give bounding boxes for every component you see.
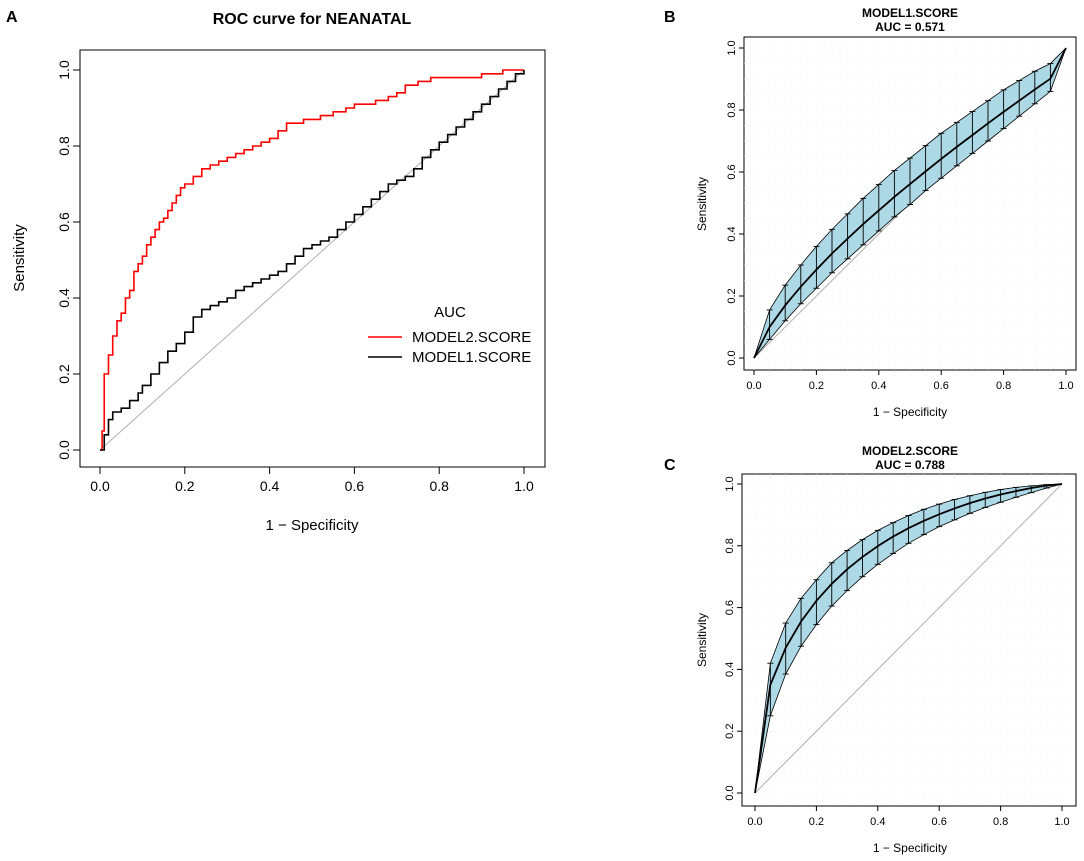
panel-label-b: B bbox=[664, 9, 676, 26]
panel-b-xtick-label: 1.0 bbox=[1058, 380, 1073, 392]
panel-b-ytick-label: 0.2 bbox=[726, 288, 738, 303]
panel-a-xlabel: 1 − Specificity bbox=[266, 517, 359, 534]
panel-a-diagonal bbox=[99, 69, 525, 451]
panel-a-roc-chart: 0.0 0.2 0.4 0.6 0.8 1.0 0.0 0.2 0.4 0.6 0.8 1.0 RO… bbox=[11, 11, 546, 534]
panel-b-roc-curve bbox=[753, 47, 1067, 359]
legend-title: AUC bbox=[434, 304, 466, 321]
panel-a-xtick-label: 1.0 bbox=[514, 478, 534, 494]
panel-a-xtick-label: 0.0 bbox=[90, 478, 110, 494]
panel-a-ylabel: Sensitivity bbox=[11, 224, 28, 292]
panel-c-ytick-label: 0.0 bbox=[724, 785, 736, 800]
panel-label-a: A bbox=[6, 9, 18, 26]
panel-b-auc: AUC = 0.571 bbox=[875, 20, 945, 34]
panel-label-c: C bbox=[664, 457, 676, 474]
panel-a-plot-frame bbox=[79, 49, 546, 468]
panel-c-ytick-label: 0.6 bbox=[724, 600, 736, 615]
panel-b-xlabel: 1 − Specificity bbox=[873, 405, 947, 419]
panel-c-auc: AUC = 0.788 bbox=[875, 458, 945, 472]
panel-b-roc-chart: 0.0 0.2 0.4 0.6 0.8 1.0 0.0 0.2 0.4 0.6 0.8 1.0 MO… bbox=[695, 6, 1077, 419]
panel-c-xtick-label: 0.0 bbox=[747, 816, 762, 828]
panel-b-xtick-label: 0.4 bbox=[871, 380, 886, 392]
panel-a-xtick-label: 0.6 bbox=[345, 478, 365, 494]
panel-b-ytick-label: 1.0 bbox=[726, 40, 738, 55]
panel-c-xtick-label: 0.4 bbox=[870, 816, 885, 828]
panel-a-ytick-label: 0.8 bbox=[56, 136, 72, 156]
panel-c-ytick-label: 0.2 bbox=[724, 724, 736, 739]
panel-a-ytick-label: 0.4 bbox=[56, 288, 72, 308]
panel-c-roc-curve bbox=[754, 483, 1063, 794]
panel-a-title: ROC curve for NEANATAL bbox=[213, 11, 412, 28]
panel-c-roc-chart: 0.0 0.2 0.4 0.6 0.8 1.0 0.0 0.2 0.4 0.6 0.8 1.0 MO… bbox=[695, 444, 1077, 855]
panel-b-ytick-label: 0.6 bbox=[726, 164, 738, 179]
panel-a-xtick-label: 0.4 bbox=[260, 478, 280, 494]
panel-a-ytick-label: 1.0 bbox=[56, 60, 72, 80]
panel-b-xtick-label: 0.0 bbox=[746, 380, 761, 392]
legend-label-model2: MODEL2.SCORE bbox=[412, 329, 531, 346]
panel-a-xtick-label: 0.2 bbox=[175, 478, 195, 494]
panel-c-title: MODEL2.SCORE bbox=[862, 444, 958, 458]
panel-c-xtick-label: 0.6 bbox=[932, 816, 947, 828]
panel-c-xtick-label: 0.8 bbox=[993, 816, 1008, 828]
panel-a-ytick-label: 0.2 bbox=[56, 364, 72, 384]
legend-label-model1: MODEL1.SCORE bbox=[412, 349, 531, 366]
panel-c-xlabel: 1 − Specificity bbox=[873, 841, 947, 855]
panel-c-xtick-label: 0.2 bbox=[809, 816, 824, 828]
panel-c-ytick-label: 0.8 bbox=[724, 538, 736, 553]
panel-b-ytick-label: 0.4 bbox=[726, 226, 738, 241]
panel-a-legend: AUC MODEL2.SCORE MODEL1.SCORE bbox=[368, 304, 531, 366]
panel-b-ytick-label: 0.0 bbox=[726, 350, 738, 365]
series-line-model2-score bbox=[100, 69, 524, 451]
panel-a-ytick-label: 0.0 bbox=[56, 440, 72, 460]
panel-c-diagonal bbox=[754, 483, 1063, 794]
panel-a-ytick-label: 0.6 bbox=[56, 212, 72, 232]
panel-b-ytick-label: 0.8 bbox=[726, 102, 738, 117]
series-line-model1-score bbox=[100, 70, 525, 451]
panel-b-xtick-label: 0.8 bbox=[996, 380, 1011, 392]
panel-c-ytick-label: 1.0 bbox=[724, 476, 736, 491]
panel-b-ylabel: Sensitivity bbox=[695, 177, 709, 231]
panel-b-xtick-label: 0.2 bbox=[809, 380, 824, 392]
panel-c-xtick-label: 1.0 bbox=[1054, 816, 1069, 828]
panel-a-xtick-label: 0.8 bbox=[429, 478, 449, 494]
panel-c-ytick-label: 0.4 bbox=[724, 662, 736, 677]
panel-b-xtick-label: 0.6 bbox=[934, 380, 949, 392]
panel-b-title: MODEL1.SCORE bbox=[862, 6, 958, 20]
panel-c-ylabel: Sensitivity bbox=[695, 613, 709, 667]
